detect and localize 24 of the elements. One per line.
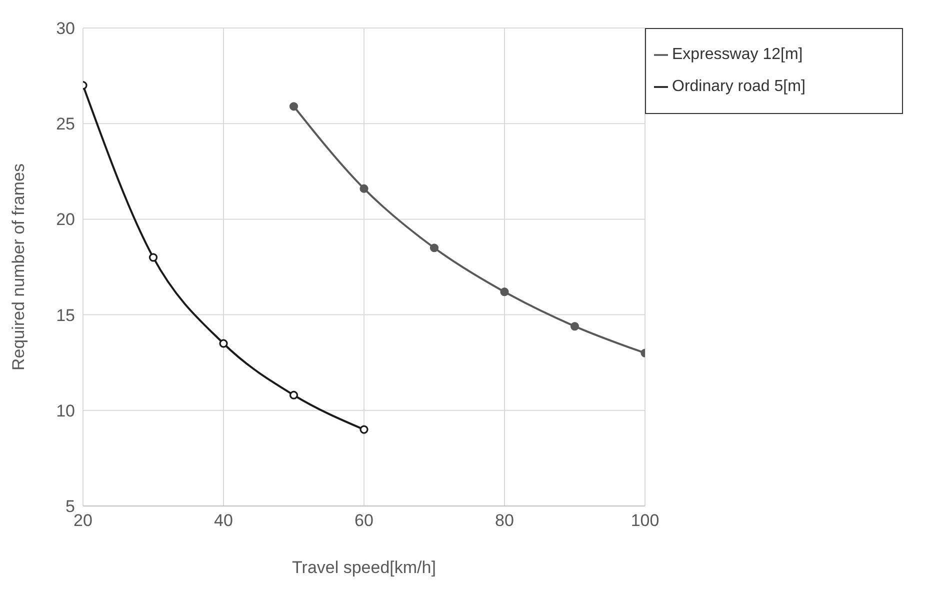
y-tick-label: 25	[56, 114, 75, 134]
x-axis-title: Travel speed[km/h]	[292, 558, 436, 578]
point	[360, 425, 368, 434]
y-tick-label: 30	[56, 19, 75, 38]
y-axis-title: Required number of frames	[9, 164, 28, 370]
point	[148, 253, 158, 262]
legend-label: Ordinary road 5[m]	[672, 78, 806, 95]
point	[570, 322, 580, 331]
legend-label: Expressway 12[m]	[672, 46, 803, 63]
point	[500, 288, 509, 296]
point	[289, 390, 298, 400]
point	[360, 184, 368, 193]
point	[289, 102, 298, 111]
y-tick-label: 20	[56, 210, 75, 230]
point	[430, 244, 439, 252]
x-tick-label: 100	[630, 511, 660, 530]
y-tick-label: 5	[66, 497, 75, 516]
y-tick-label: 10	[56, 401, 75, 420]
x-tick-label: 80	[495, 511, 514, 530]
x-tick-label: 40	[214, 511, 233, 530]
point	[219, 339, 228, 348]
x-tick-label: 20	[74, 511, 92, 530]
x-tick-label: 60	[354, 511, 374, 530]
y-tick-label: 15	[56, 306, 75, 325]
